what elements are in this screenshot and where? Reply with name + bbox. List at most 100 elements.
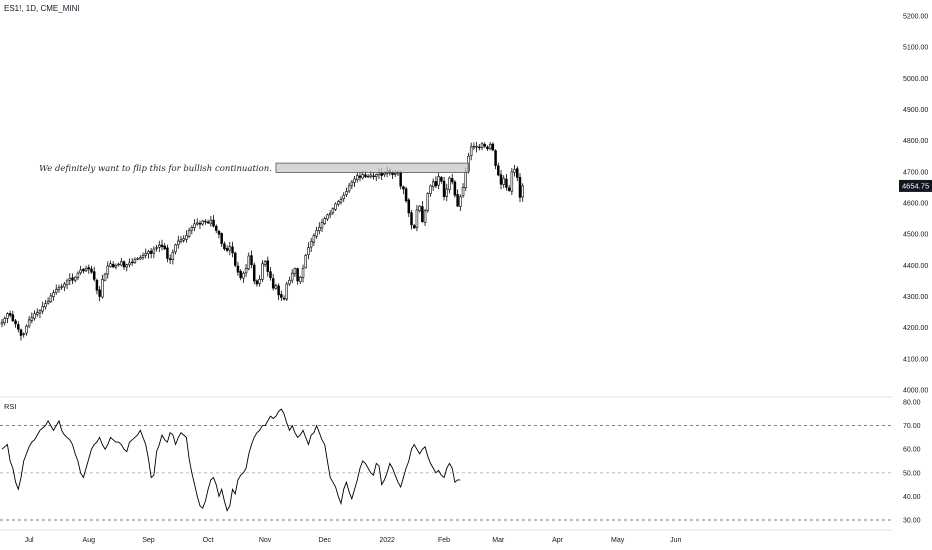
candle-down	[92, 271, 96, 280]
candle-down	[280, 294, 283, 298]
candle-up	[201, 220, 204, 225]
candle-up	[331, 208, 335, 213]
candle-down	[440, 177, 443, 182]
candle-down	[130, 261, 134, 264]
time-tick-label: 2022	[379, 537, 395, 544]
candle-up	[437, 176, 440, 186]
candle-up	[353, 178, 356, 183]
candle-up	[418, 205, 421, 212]
candle-down	[122, 261, 126, 268]
candle-up	[120, 261, 123, 266]
chart-annotation[interactable]: We definitely want to flip this for bull…	[39, 164, 272, 174]
candle-up	[288, 279, 291, 285]
candle-up	[76, 272, 80, 278]
price-tick-label: 4800.00	[903, 138, 928, 145]
candle-down	[217, 231, 221, 235]
candle-up	[339, 198, 343, 203]
candle-down	[82, 268, 85, 272]
candlestick-series	[0, 141, 524, 341]
candle-up	[133, 259, 137, 263]
rsi-panel: RSI 30.00 40.00 50.00 60.00 70.00 80.00	[0, 396, 921, 525]
candle-up	[25, 325, 28, 334]
candle-up	[101, 279, 104, 298]
candle-up	[196, 222, 199, 225]
candle-up	[320, 222, 324, 229]
price-tick-label: 4000.00	[903, 388, 928, 395]
candle-down	[518, 177, 522, 198]
candle-up	[136, 258, 139, 260]
candle-down	[14, 320, 17, 325]
candle-up	[263, 261, 267, 265]
candle-up	[84, 268, 88, 272]
candle-up	[27, 319, 31, 327]
last-price-tag: 4654.75	[899, 179, 932, 192]
candle-down	[214, 225, 218, 231]
time-tick-label: Jun	[670, 537, 681, 544]
price-tick-label: 4200.00	[903, 325, 928, 332]
candle-up	[318, 227, 321, 232]
candle-down	[399, 171, 402, 187]
resistance-zone[interactable]	[275, 162, 469, 173]
candle-down	[453, 181, 457, 196]
zone-box	[275, 162, 469, 173]
candle-up	[0, 321, 4, 325]
rsi-tick-label: 80.00	[903, 400, 921, 407]
candle-down	[225, 248, 229, 251]
candle-up	[445, 188, 449, 197]
candle-up	[429, 185, 432, 194]
candle-down	[98, 289, 101, 297]
candle-down	[358, 175, 362, 178]
candle-down	[412, 225, 416, 229]
price-tick-label: 4700.00	[903, 169, 928, 176]
candle-up	[209, 219, 213, 225]
candle-up	[187, 230, 191, 237]
candle-up	[369, 174, 373, 177]
candle-up	[261, 263, 264, 280]
candle-up	[415, 209, 419, 228]
candle-down	[255, 280, 259, 285]
candle-down	[269, 271, 272, 279]
candle-down	[8, 313, 12, 316]
candle-up	[334, 203, 337, 210]
candle-down	[483, 143, 486, 147]
candle-up	[521, 185, 524, 198]
candle-up	[480, 143, 484, 149]
time-tick-label: Aug	[83, 537, 96, 544]
candle-up	[38, 310, 42, 314]
candle-up	[247, 255, 251, 270]
candle-down	[252, 264, 256, 282]
candle-down	[372, 175, 375, 178]
symbol-title: ES1!, 1D, CME_MINI	[4, 4, 80, 13]
candle-down	[491, 143, 495, 151]
candle-down	[19, 329, 23, 336]
candle-up	[152, 248, 156, 254]
candle-down	[250, 255, 253, 266]
candle-up	[114, 265, 118, 268]
candle-down	[478, 146, 481, 149]
candle-down	[364, 174, 367, 178]
candle-up	[510, 171, 514, 192]
rsi-tick-label: 60.00	[903, 447, 921, 454]
rsi-tick-label: 30.00	[903, 518, 921, 525]
candle-down	[220, 233, 223, 244]
candle-down	[239, 271, 242, 279]
candle-down	[402, 186, 405, 190]
candle-down	[516, 168, 519, 178]
candle-up	[342, 194, 345, 199]
price-tag-bg	[899, 179, 932, 192]
candle-up	[375, 174, 378, 178]
time-tick-label: Jul	[25, 537, 34, 544]
candle-up	[171, 251, 175, 261]
candle-up	[144, 253, 147, 256]
time-tick-label: Sep	[142, 537, 155, 544]
candle-down	[271, 278, 275, 289]
candle-up	[337, 201, 340, 205]
candle-up	[106, 265, 110, 275]
candle-down	[277, 285, 280, 296]
candle-up	[41, 306, 44, 312]
candle-up	[22, 333, 25, 335]
candle-down	[296, 268, 299, 282]
candle-up	[459, 196, 462, 207]
rsi-tick-label: 40.00	[903, 494, 921, 501]
price-tag-label: 4654.75	[902, 181, 929, 190]
